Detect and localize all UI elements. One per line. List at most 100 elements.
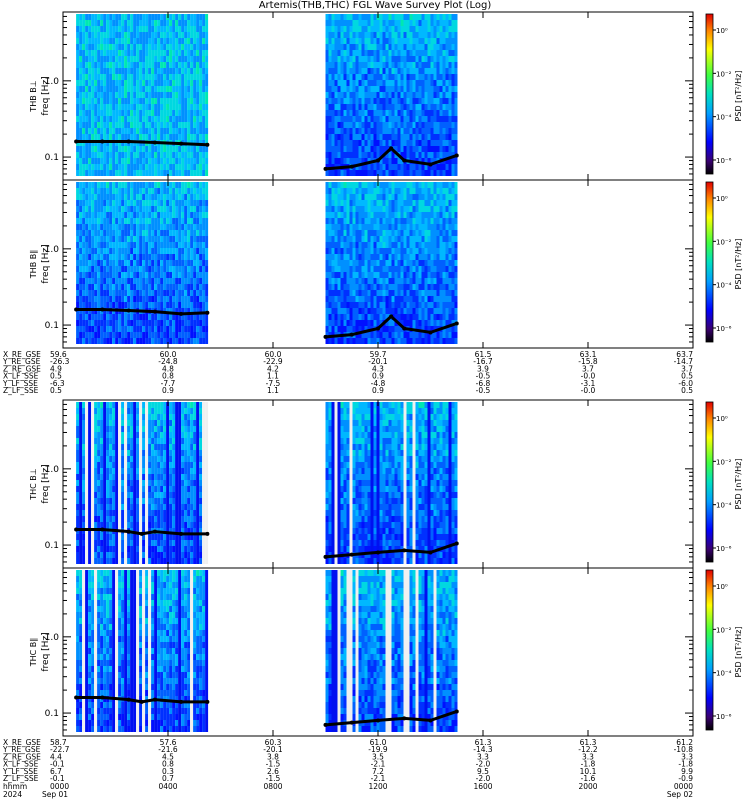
ephem-row-label: Y_LF_SSE (2, 767, 38, 776)
ephem-value: -4.8 (371, 379, 386, 388)
trace-point (152, 697, 157, 702)
trace-point (74, 695, 79, 700)
ephem-value: -1.5 (266, 760, 281, 769)
colorbar-tick-label: 10⁻⁴ (716, 282, 732, 290)
trace-line (76, 140, 208, 147)
ephem-value: 61.2 (676, 738, 693, 747)
ephem-value: -0.0 (581, 386, 596, 395)
panel-3: 0.1 1.0 THC B⊥ freq [Hz] 10⁰ 10⁻² 10⁻⁴ 10⁻⁶ PSD … (29, 399, 743, 569)
ephem-row-label: Z_RE_GSE (3, 364, 41, 373)
trace-line (325, 709, 458, 727)
ephem-value: 4.5 (162, 752, 174, 761)
ephem-value: -2.0 (476, 760, 491, 769)
ephem-value: -0.0 (581, 372, 596, 381)
time-tick-label: 0400 (158, 782, 177, 791)
trace-point (428, 330, 433, 335)
ephem-value: -20.1 (368, 357, 388, 366)
y-axis-label: freq [Hz] (41, 76, 51, 115)
ephem-value: 4.4 (50, 752, 62, 761)
panel-4: 0.1 1.0 THC B∥ freq [Hz] 10⁰ 10⁻² 10⁻⁴ 10⁻⁶ PSD … (29, 567, 743, 737)
date-tick-label: Sep 01 (42, 790, 68, 799)
trace-point (126, 308, 131, 313)
spectrogram-block (325, 570, 458, 732)
y-tick-label: 1.0 (45, 633, 60, 643)
trace-point (376, 550, 380, 555)
spectrogram-block (76, 14, 209, 176)
ephemeris-thc: X_RE_GSE 58.7 57.6 60.3 61.0 61.3 61.3 61.2 Y_RE… (2, 738, 693, 783)
colorbar: 10⁰ 10⁻² 10⁻⁴ 10⁻⁶ PSD [nT²/Hz] (705, 569, 743, 731)
trace-point (126, 529, 131, 534)
ephem-value: 3.5 (372, 752, 384, 761)
trace-point (349, 164, 354, 169)
time-tick-label: 1200 (368, 782, 387, 791)
trace-point (179, 311, 184, 316)
date-label: 2024 (3, 790, 22, 799)
colorbar-label: PSD [nT²/Hz] (734, 459, 743, 510)
trace-point (323, 554, 328, 559)
ephem-value: 60.0 (160, 350, 177, 359)
colorbar-tick-label: 10⁻² (716, 70, 732, 78)
colorbar-tick-label: 10⁻⁶ (716, 325, 732, 333)
ephem-value: -12.2 (578, 745, 598, 754)
spectrogram-block (76, 182, 209, 344)
trace-point (454, 541, 459, 546)
ephem-value: -22.9 (263, 357, 283, 366)
y-tick-label: 0.1 (45, 321, 59, 331)
ephem-value: -2.1 (371, 760, 386, 769)
y-axis-label: freq [Hz] (41, 244, 51, 283)
trace-point (349, 552, 354, 557)
ephem-value: 59.6 (50, 350, 67, 359)
colorbar-tick-label: 10⁰ (716, 27, 728, 35)
ephem-value: 0.8 (162, 372, 174, 381)
spectrogram-block (76, 402, 209, 564)
trace-point (454, 153, 459, 158)
trace-point (205, 699, 210, 704)
trace-point (205, 531, 210, 536)
ephem-value: -0.1 (50, 774, 65, 783)
trace-point (74, 139, 79, 144)
spectrogram-block (325, 182, 458, 344)
trace-point (428, 718, 433, 723)
y-tick-label: 0.1 (45, 153, 59, 163)
ephem-row-label: X_LF_SSE (3, 760, 39, 769)
ephem-value: -7.5 (266, 379, 281, 388)
ephem-row-label: X_RE_GSE (3, 738, 41, 747)
spectrogram-block (325, 402, 458, 564)
trace-point (205, 142, 210, 147)
ephem-value: -26.3 (50, 357, 70, 366)
trace-point (454, 321, 459, 326)
ephemeris-thb: X_RE_GSE 59.6 60.0 60.0 59.7 61.5 63.1 63.7 Y_RE… (2, 350, 693, 395)
ephem-value: 9.5 (477, 767, 489, 776)
ephem-value: -3.1 (581, 379, 596, 388)
trace-point (74, 527, 79, 532)
ephem-value: 61.3 (475, 738, 492, 747)
ephem-value: 61.3 (580, 738, 597, 747)
ephem-row-label: Y_RE_GSE (2, 745, 41, 754)
ephem-value: -1.6 (581, 774, 596, 783)
colorbar-tick-label: 10⁻⁶ (716, 545, 732, 553)
ephem-value: 0.5 (681, 386, 693, 395)
colorbar: 10⁰ 10⁻² 10⁻⁴ 10⁻⁶ PSD [nT²/Hz] (705, 13, 743, 175)
trace-point (100, 527, 105, 532)
y-axis-label: freq [Hz] (41, 464, 51, 503)
trace-line (76, 308, 208, 316)
ephem-value: -2.0 (476, 774, 491, 783)
ephem-value: 0.9 (372, 372, 384, 381)
trace-point (376, 718, 380, 723)
ephem-value: 0.3 (162, 767, 174, 776)
ephem-value: -0.1 (50, 760, 65, 769)
trace-point (389, 146, 394, 151)
ephem-value: 61.0 (370, 738, 387, 747)
colorbar-tick-label: 10⁻² (716, 458, 732, 466)
colorbar-tick-label: 10⁻⁴ (716, 670, 732, 678)
trace-point (428, 162, 433, 167)
trace-point (376, 326, 380, 331)
ephem-value: -6.3 (50, 379, 65, 388)
ephem-value: -7.7 (161, 379, 176, 388)
ephem-value: 4.8 (162, 364, 174, 373)
y-tick-label: 1.0 (45, 245, 60, 255)
ephem-value: -6.8 (476, 379, 491, 388)
ephem-value: -24.8 (158, 357, 178, 366)
trace-point (126, 697, 131, 702)
ephem-value: 0.9 (372, 386, 384, 395)
